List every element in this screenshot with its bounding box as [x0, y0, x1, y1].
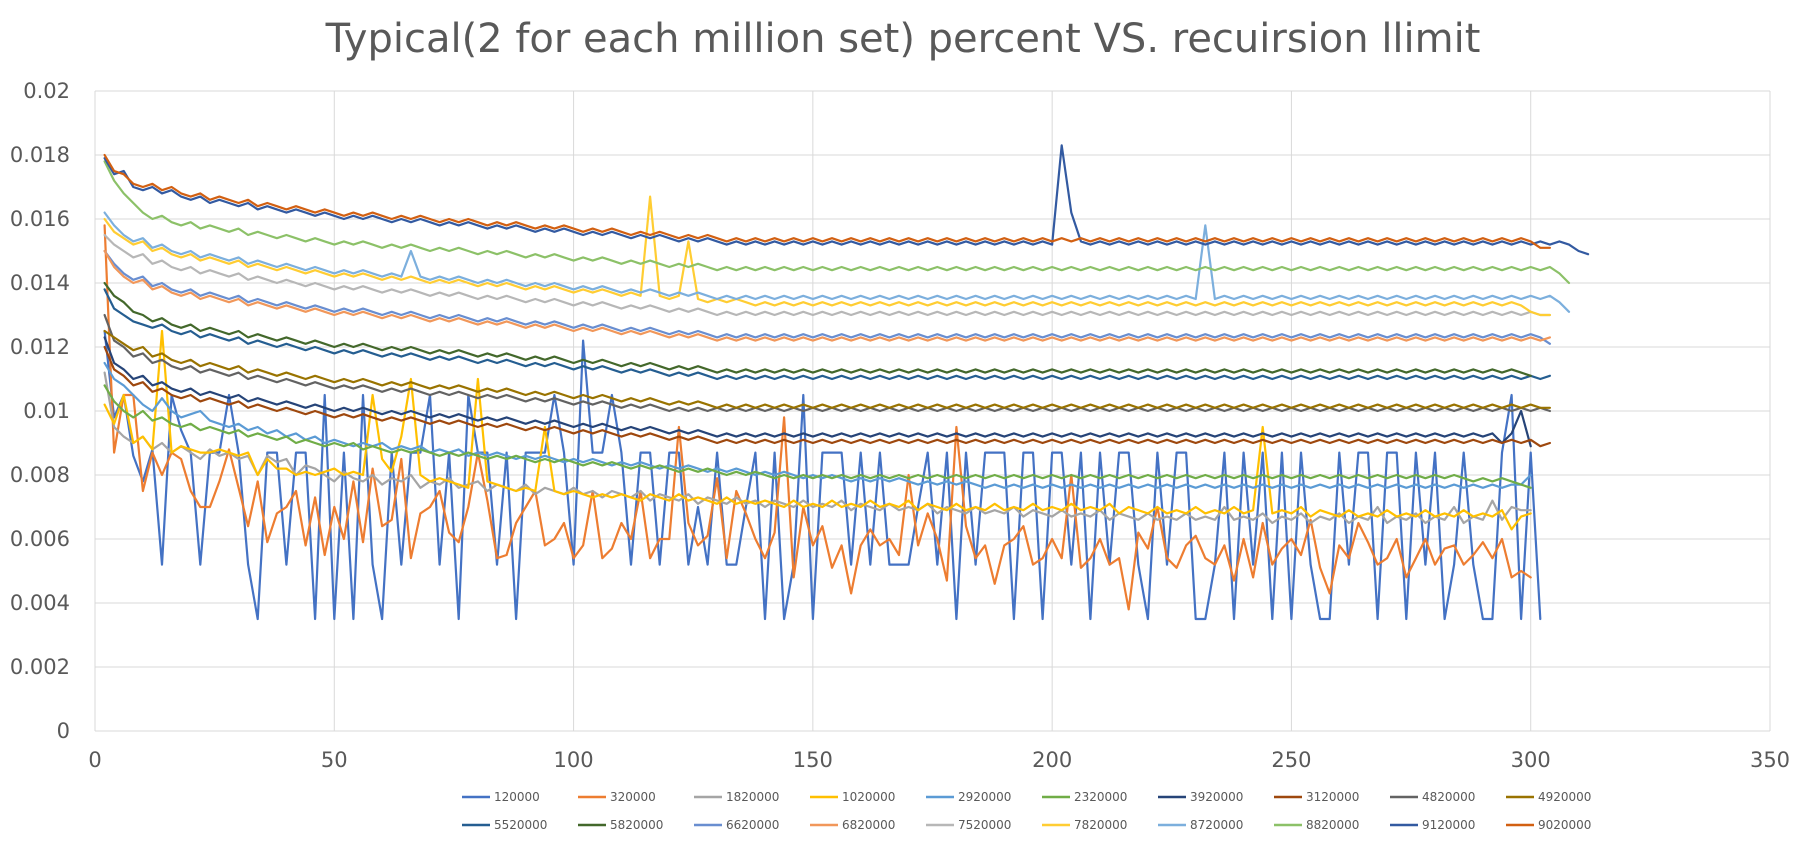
series-line-1020000: [103, 329, 1532, 531]
legend-label: 5820000: [610, 818, 663, 832]
series-line-4820000: [103, 313, 1552, 413]
series-line-8820000: [103, 160, 1571, 285]
legend-label: 9120000: [1422, 818, 1475, 832]
series-line-6620000: [103, 249, 1552, 345]
series-line-6820000: [103, 249, 1552, 342]
x-tick-label: 150: [793, 748, 833, 772]
x-tick-label: 250: [1271, 748, 1311, 772]
x-axis-ticks: 0 50 100 150 200 250 300 350: [88, 748, 1790, 772]
series-line-7520000: [103, 233, 1552, 317]
legend-label: 3120000: [1306, 790, 1359, 804]
series-line-9120000: [103, 144, 1590, 256]
y-tick-label: 0.008: [10, 463, 70, 487]
legend-label: 120000: [494, 790, 540, 804]
series-line-5520000: [103, 288, 1552, 381]
legend-label: 7520000: [958, 818, 1011, 832]
series-line-3120000: [103, 345, 1552, 448]
y-tick-label: 0.012: [10, 335, 70, 359]
y-tick-label: 0.002: [10, 655, 70, 679]
series-line-9020000: [103, 153, 1552, 249]
y-tick-label: 0.014: [10, 271, 70, 295]
legend-label: 4920000: [1538, 790, 1591, 804]
y-tick-label: 0.004: [10, 591, 70, 615]
y-axis-ticks: 0 0.002 0.004 0.006 0.008 0.01 0.012 0.014 0.016…: [10, 79, 70, 743]
x-tick-label: 350: [1750, 748, 1790, 772]
x-tick-label: 300: [1511, 748, 1551, 772]
y-tick-label: 0: [57, 719, 70, 743]
legend-label: 8720000: [1190, 818, 1243, 832]
y-tick-label: 0.02: [23, 79, 70, 103]
legend-label: 8820000: [1306, 818, 1359, 832]
y-tick-label: 0.006: [10, 527, 70, 551]
legend-label: 1020000: [842, 790, 895, 804]
series-lines: [103, 144, 1590, 621]
y-tick-label: 0.01: [23, 399, 70, 423]
series-line-3920000: [103, 336, 1532, 448]
legend: 120000 320000 1820000 1020000 2920000 2320000…: [462, 790, 1591, 832]
series-line-2920000: [103, 361, 1532, 489]
series-line-1820000: [103, 371, 1532, 525]
series-line-2320000: [103, 384, 1532, 489]
legend-label: 3920000: [1190, 790, 1243, 804]
legend-label: 6820000: [842, 818, 895, 832]
legend-label: 7820000: [1074, 818, 1127, 832]
series-line-120000: [103, 329, 1542, 621]
x-tick-label: 0: [88, 748, 101, 772]
legend-label: 2920000: [958, 790, 1011, 804]
series-line-5820000: [103, 281, 1532, 377]
legend-label: 6620000: [726, 818, 779, 832]
y-tick-label: 0.018: [10, 143, 70, 167]
legend-label: 1820000: [726, 790, 779, 804]
series-line-320000: [103, 224, 1532, 611]
x-tick-label: 100: [554, 748, 594, 772]
legend-label: 4820000: [1422, 790, 1475, 804]
x-tick-label: 50: [321, 748, 348, 772]
series-line-7820000: [103, 195, 1552, 317]
series-line-4920000: [103, 329, 1552, 409]
legend-label: 320000: [610, 790, 656, 804]
chart-title: Typical(2 for each million set) percent …: [325, 16, 1481, 62]
legend-label: 2320000: [1074, 790, 1127, 804]
legend-label: 9020000: [1538, 818, 1591, 832]
gridlines: [94, 90, 1771, 732]
x-tick-label: 200: [1032, 748, 1072, 772]
series-line-8720000: [103, 211, 1571, 313]
legend-label: 5520000: [494, 818, 547, 832]
y-tick-label: 0.016: [10, 207, 70, 231]
